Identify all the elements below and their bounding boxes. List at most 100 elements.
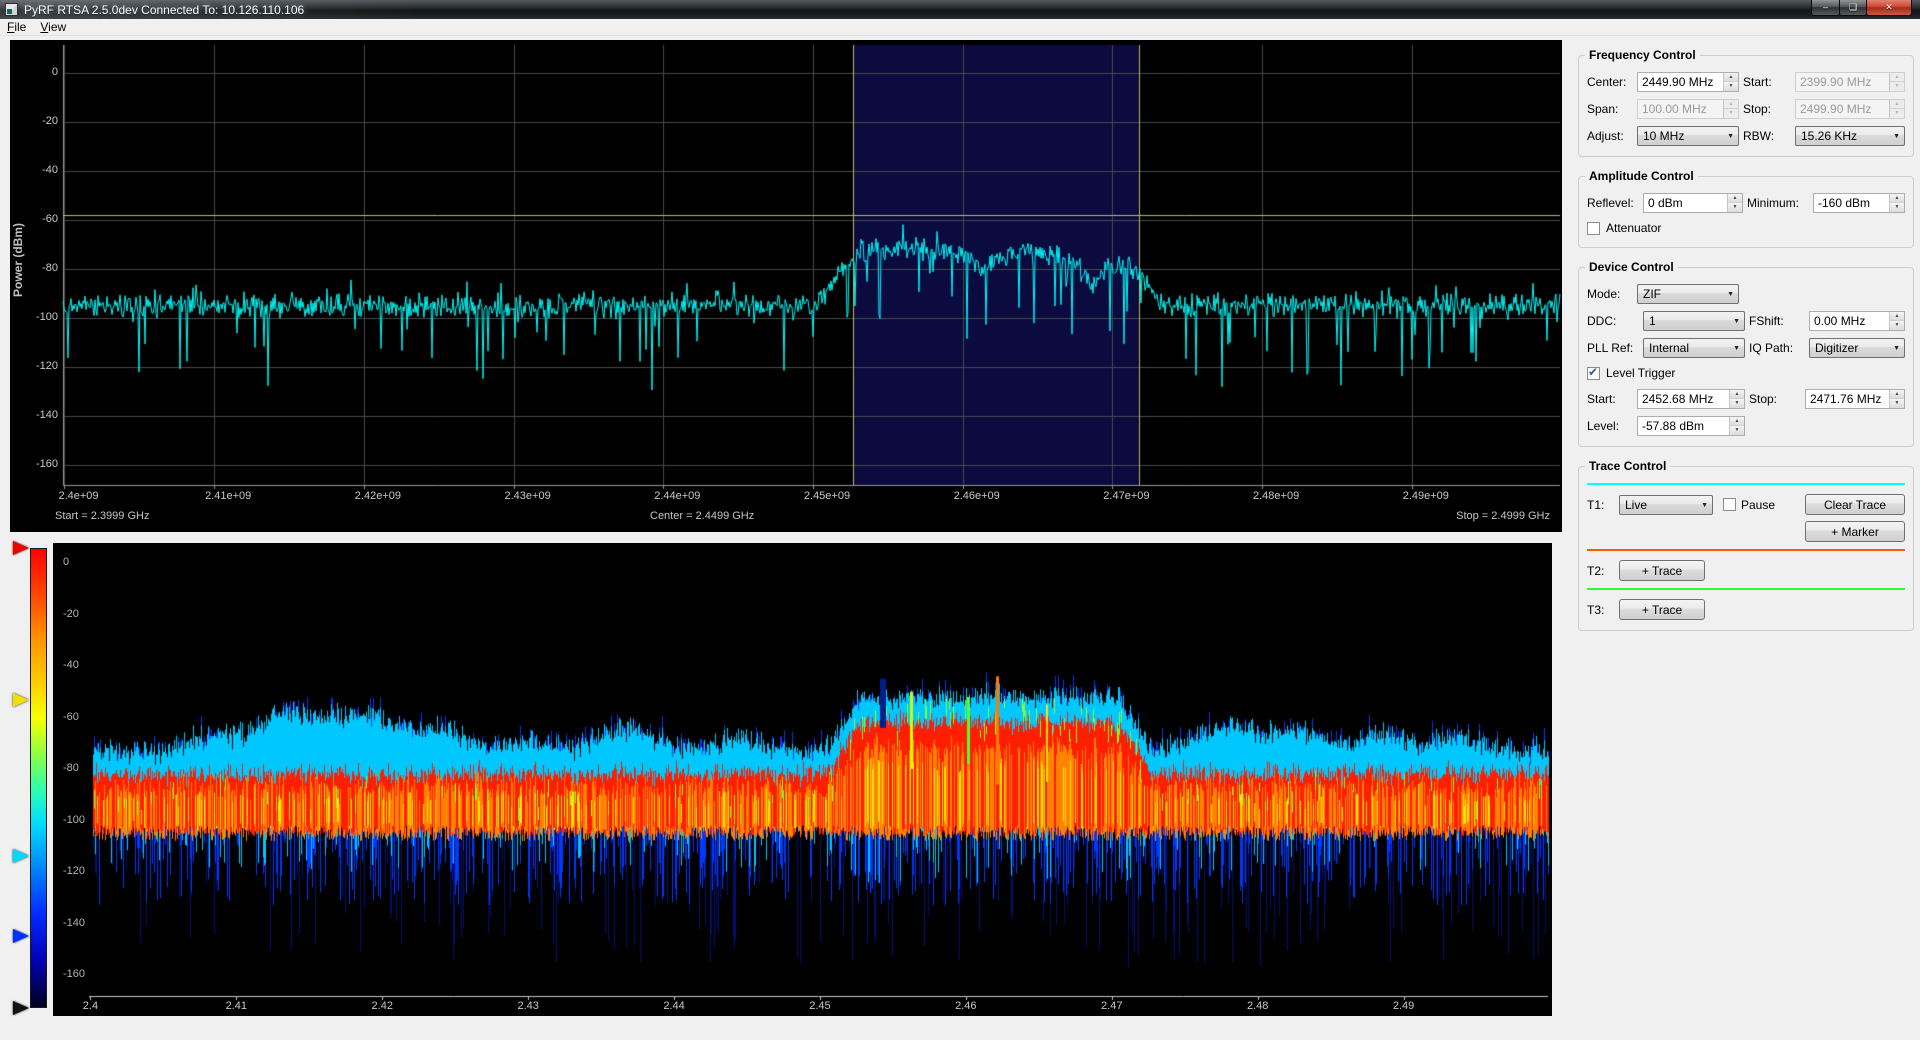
colorbar-yellow-marker[interactable] (13, 693, 29, 707)
close-button[interactable]: ✕ (1866, 0, 1912, 16)
axis-tick-label: -160 (63, 968, 85, 980)
trace2-label: T2: (1587, 564, 1619, 578)
frequency-control-title: Frequency Control (1585, 48, 1700, 62)
span-spinbox: 100.00 MHz ▲▼ (1637, 99, 1739, 119)
colorbar-cyan-marker[interactable] (13, 849, 29, 863)
minimize-button[interactable]: – (1811, 0, 1840, 16)
axis-tick-label: 2.41e+09 (205, 490, 251, 502)
axis-tick-label: -120 (63, 865, 85, 877)
axis-tick-label: 2.46e+09 (954, 490, 1000, 502)
trace-control-group: Trace Control T1: Live▼ Pause Clear Trac… (1578, 466, 1914, 631)
axis-tick-label: 2.47e+09 (1103, 490, 1149, 502)
minimize-icon: – (1823, 2, 1828, 12)
trace3-color-line (1587, 588, 1905, 590)
axis-tick-label: -80 (42, 262, 58, 274)
restore-icon: ❏ (1849, 2, 1857, 12)
spin-up-icon[interactable]: ▲ (1890, 194, 1904, 204)
colorbar-red-marker[interactable] (13, 541, 29, 555)
axis-tick-label: 0 (63, 556, 69, 568)
device-control-group: Device Control Mode: ZIF▼ DDC: 1▼ FShift… (1578, 267, 1914, 447)
axis-tick-label: -140 (63, 917, 85, 929)
spin-down-icon[interactable]: ▼ (1890, 203, 1904, 212)
pause-checkbox[interactable] (1723, 498, 1736, 511)
spectrum-plot-canvas[interactable] (10, 40, 1562, 532)
iq-path-dropdown[interactable]: Digitizer▼ (1809, 338, 1905, 358)
pll-ref-dropdown[interactable]: Internal▼ (1643, 338, 1745, 358)
persistence-plot-canvas[interactable] (53, 543, 1552, 1016)
trace1-label: T1: (1587, 498, 1619, 512)
spin-down-icon[interactable]: ▼ (1730, 426, 1744, 435)
adjust-dropdown[interactable]: 10 MHz▼ (1637, 126, 1739, 146)
chevron-down-icon: ▼ (1701, 502, 1708, 509)
trace1-mode-dropdown[interactable]: Live▼ (1619, 495, 1713, 515)
power-axis-label: Power (dBm) (10, 40, 26, 480)
menu-view[interactable]: View (33, 19, 73, 35)
ddc-dropdown[interactable]: 1▼ (1643, 311, 1745, 331)
trace2-add-button[interactable]: + Trace (1619, 560, 1705, 581)
spin-up-icon[interactable]: ▲ (1724, 73, 1738, 83)
spin-down-icon[interactable]: ▼ (1890, 399, 1904, 408)
axis-tick-label: -80 (63, 762, 79, 774)
axis-tick-label: -160 (36, 458, 58, 470)
spin-up-icon[interactable]: ▲ (1890, 312, 1904, 322)
spin-down-icon[interactable]: ▼ (1728, 203, 1742, 212)
ddc-label: DDC: (1587, 314, 1639, 328)
attenuator-checkbox[interactable] (1587, 222, 1600, 235)
axis-tick-label: -100 (36, 311, 58, 323)
trigger-stop-spinbox[interactable]: 2471.76 MHz ▲▼ (1805, 389, 1905, 409)
trigger-stop-label: Stop: (1749, 392, 1801, 406)
level-trigger-checkbox[interactable] (1587, 367, 1600, 380)
trace3-add-button[interactable]: + Trace (1619, 599, 1705, 620)
reflevel-spinbox[interactable]: 0 dBm ▲▼ (1643, 193, 1743, 213)
axis-tick-label: 2.42 (372, 1000, 393, 1012)
fshift-spinbox[interactable]: 0.00 MHz ▲▼ (1809, 311, 1905, 331)
stop-label: Stop: (1743, 102, 1791, 116)
trigger-level-spinbox[interactable]: -57.88 dBm ▲▼ (1637, 416, 1745, 436)
trace-control-title: Trace Control (1585, 459, 1670, 473)
pll-ref-label: PLL Ref: (1587, 341, 1639, 355)
fshift-label: FShift: (1749, 314, 1805, 328)
spin-up-icon[interactable]: ▲ (1730, 390, 1744, 400)
chevron-down-icon: ▼ (1727, 133, 1734, 140)
axis-tick-label: 2.48 (1247, 1000, 1268, 1012)
axis-tick-label: -100 (63, 814, 85, 826)
titlebar[interactable]: PyRF RTSA 2.5.0dev Connected To: 10.126.… (0, 0, 1920, 19)
spin-down-icon[interactable]: ▼ (1890, 321, 1904, 330)
axis-tick-label: 2.49 (1393, 1000, 1414, 1012)
pause-label: Pause (1741, 498, 1773, 512)
axis-tick-label: -20 (42, 115, 58, 127)
colorbar-blue-marker[interactable] (13, 929, 29, 943)
level-trigger-label: Level Trigger (1606, 366, 1675, 380)
spin-up-icon[interactable]: ▲ (1730, 417, 1744, 427)
colorbar-black-marker[interactable] (13, 1001, 29, 1015)
add-marker-button[interactable]: + Marker (1805, 521, 1905, 542)
axis-tick-label: 2.45e+09 (804, 490, 850, 502)
mode-dropdown[interactable]: ZIF▼ (1637, 284, 1739, 304)
spin-down-icon: ▼ (1890, 82, 1904, 91)
axis-tick-label: 2.4 (83, 1000, 98, 1012)
start-spinbox: 2399.90 MHz ▲▼ (1795, 72, 1905, 92)
clear-trace-button[interactable]: Clear Trace (1805, 494, 1905, 515)
start-label: Start: (1743, 75, 1791, 89)
spin-up-icon[interactable]: ▲ (1890, 390, 1904, 400)
restore-button[interactable]: ❏ (1839, 0, 1867, 16)
device-control-title: Device Control (1585, 260, 1678, 274)
spin-down-icon[interactable]: ▼ (1730, 399, 1744, 408)
axis-tick-label: 2.47 (1101, 1000, 1122, 1012)
live-spectrum-panel: Power (dBm) 0-20-40-60-80-100-120-140-16… (10, 40, 1562, 532)
center-spinbox[interactable]: 2449.90 MHz ▲▼ (1637, 72, 1739, 92)
trigger-start-label: Start: (1587, 392, 1633, 406)
minimum-spinbox[interactable]: -160 dBm ▲▼ (1813, 193, 1905, 213)
axis-tick-label: 2.43e+09 (505, 490, 551, 502)
axis-tick-label: 0 (52, 66, 58, 78)
rbw-label: RBW: (1743, 129, 1791, 143)
spin-up-icon[interactable]: ▲ (1728, 194, 1742, 204)
axis-tick-label: 2.4e+09 (58, 490, 98, 502)
attenuator-label: Attenuator (1606, 221, 1661, 235)
spin-down-icon[interactable]: ▼ (1724, 82, 1738, 91)
axis-tick-label: 2.49e+09 (1403, 490, 1449, 502)
axis-tick-label: -20 (63, 608, 79, 620)
menu-file[interactable]: File (0, 19, 33, 35)
rbw-dropdown[interactable]: 15.26 KHz▼ (1795, 126, 1905, 146)
trigger-start-spinbox[interactable]: 2452.68 MHz ▲▼ (1637, 389, 1745, 409)
